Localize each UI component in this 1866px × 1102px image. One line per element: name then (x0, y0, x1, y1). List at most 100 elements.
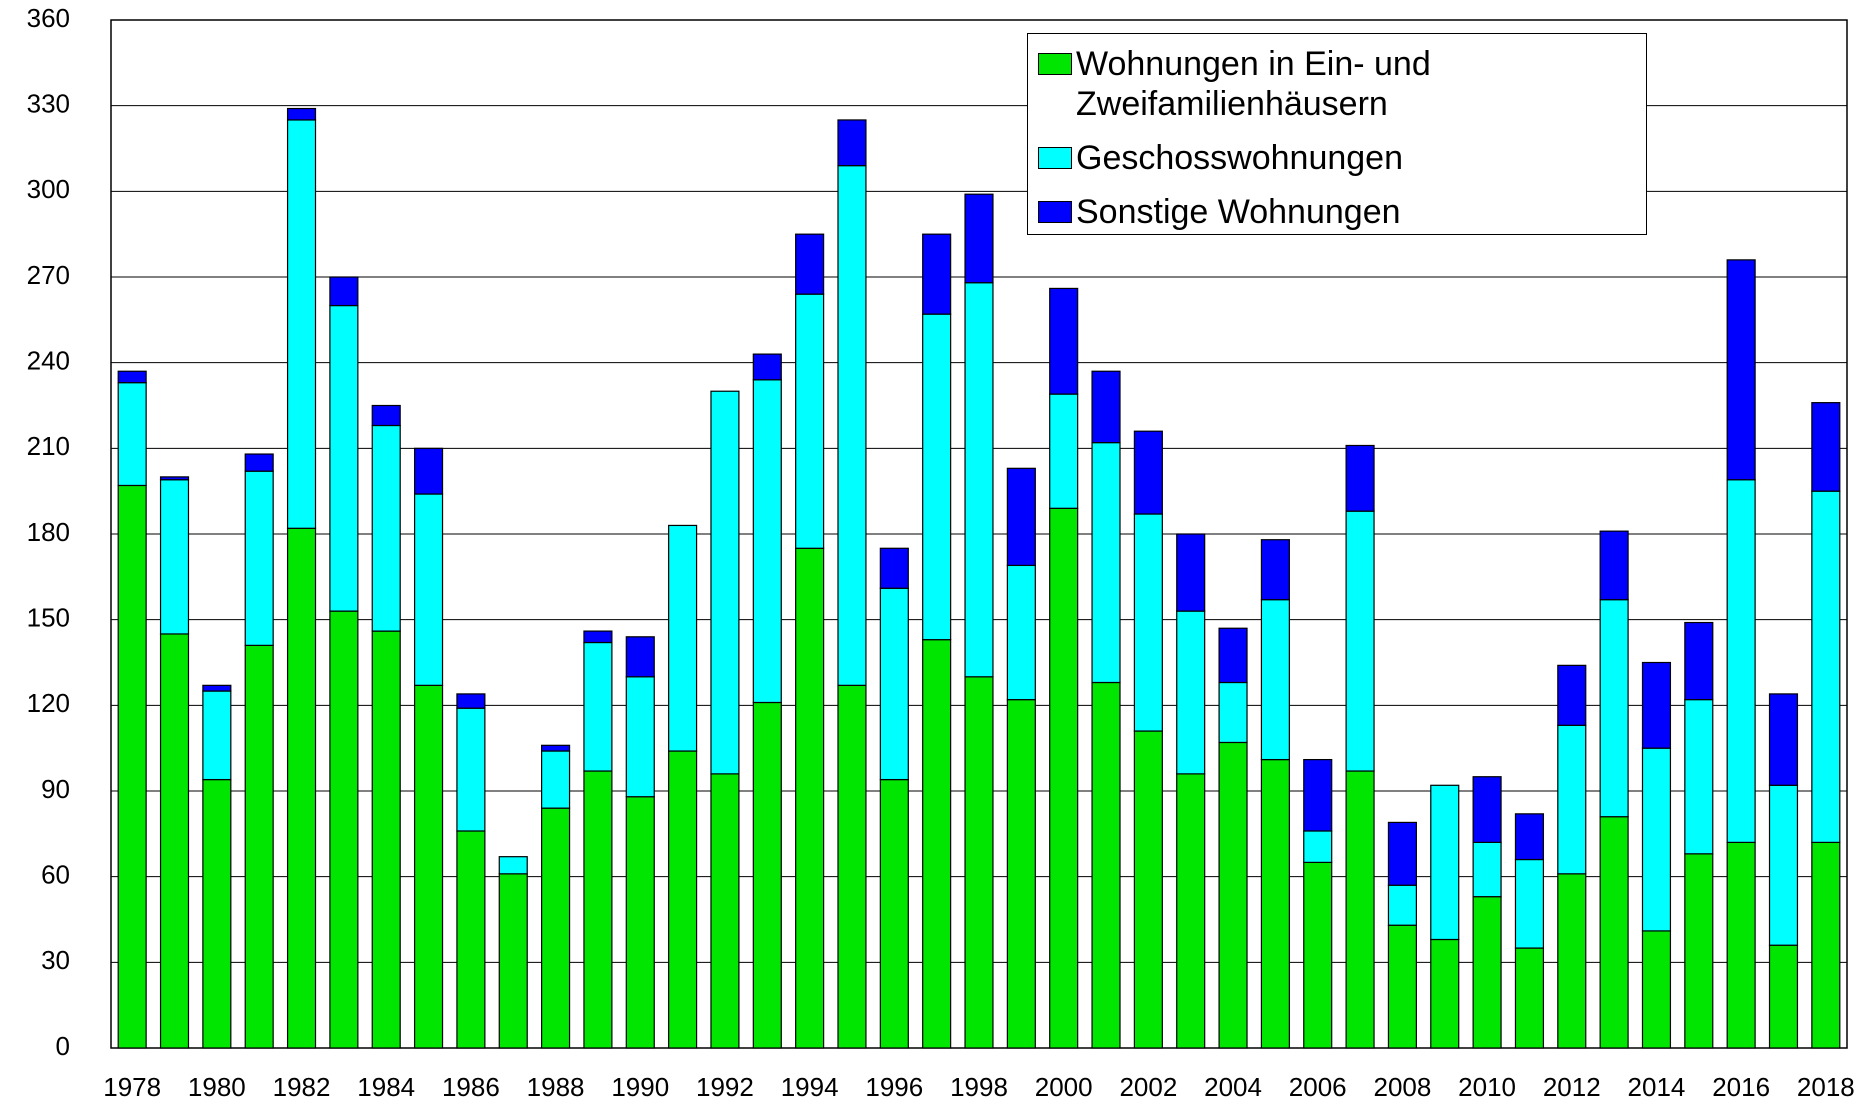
bar-segment (1345, 770, 1375, 1049)
bar-segment (1176, 610, 1206, 775)
x-tick-label: 2014 (1628, 1072, 1686, 1102)
bar-segment (1726, 259, 1756, 481)
bar-segment (879, 778, 909, 1049)
bar-segment (1218, 681, 1248, 744)
x-tick-label: 1982 (273, 1072, 331, 1102)
bar-segment (1599, 599, 1629, 818)
bar-segment (286, 119, 317, 529)
legend-swatch (1038, 53, 1072, 75)
bar-segment (583, 641, 613, 772)
y-tick-label: 0 (56, 1031, 70, 1061)
legend-item: Wohnungen in Ein- und Zweifamilienhäuser… (1038, 44, 1636, 124)
bar-segment (202, 778, 232, 1049)
bar-segment (625, 796, 655, 1049)
bar-segment (1260, 758, 1290, 1049)
bar-segment (1260, 539, 1290, 601)
x-tick-label: 1978 (103, 1072, 161, 1102)
bar-segment (795, 293, 825, 549)
bar-segment (1133, 730, 1163, 1049)
bar-segment (1726, 479, 1756, 843)
x-tick-label: 2018 (1797, 1072, 1855, 1102)
x-tick-label: 1986 (442, 1072, 500, 1102)
x-tick-label: 2008 (1373, 1072, 1431, 1102)
bar-segment (1091, 681, 1121, 1049)
bar-segment (879, 587, 909, 781)
bar-segment (1684, 853, 1714, 1049)
bar-segment (286, 527, 317, 1049)
bar-segment (117, 382, 147, 487)
bar-segment (1599, 530, 1629, 601)
x-tick-label: 1996 (865, 1072, 923, 1102)
bar-segment (1641, 661, 1672, 749)
x-tick-label: 2016 (1712, 1072, 1770, 1102)
bar-segment (1811, 490, 1841, 843)
bar-segment (1557, 724, 1587, 875)
y-tick-label: 120 (27, 688, 70, 718)
bar-segment (1049, 287, 1079, 395)
bar-segment (1345, 510, 1375, 772)
bar-segment (541, 750, 571, 809)
bar-segment (1726, 841, 1756, 1049)
bar-segment (202, 690, 232, 781)
legend-label: Wohnungen in Ein- und Zweifamilienhäuser… (1076, 45, 1431, 123)
bar-segment (668, 750, 698, 1049)
bar-segment (371, 424, 401, 632)
bar-segment (117, 370, 147, 384)
x-tick-label: 1990 (611, 1072, 669, 1102)
bar-segment (752, 379, 782, 704)
bar-segment (1133, 513, 1163, 732)
bar-segment (1684, 621, 1714, 701)
bar-segment (752, 353, 782, 381)
bar-segment (922, 233, 952, 315)
x-tick-label: 2000 (1035, 1072, 1093, 1102)
bar-segment (1303, 758, 1333, 832)
bar-segment (117, 484, 147, 1049)
legend-label: Sonstige Wohnungen (1076, 193, 1401, 231)
bar-segment (1684, 699, 1714, 855)
bar-segment (1514, 947, 1545, 1049)
bar-segment (1472, 896, 1502, 1049)
x-tick-label: 1994 (781, 1072, 839, 1102)
bar-segment (244, 453, 274, 472)
legend-item: Geschosswohnungen (1038, 138, 1636, 178)
bar-segment (286, 107, 317, 121)
bar-segment (752, 701, 782, 1049)
bar-segment (1260, 599, 1290, 761)
x-tick-label: 2004 (1204, 1072, 1262, 1102)
y-tick-label: 270 (27, 260, 70, 290)
bar-segment (837, 165, 867, 686)
y-tick-label: 210 (27, 431, 70, 461)
bar-segment (795, 233, 825, 295)
bar-segment (1472, 841, 1502, 898)
bar-segment (202, 684, 232, 692)
bar-segment (1811, 402, 1841, 492)
x-tick-label: 1984 (357, 1072, 415, 1102)
bar-segment (413, 684, 444, 1049)
bar-segment (879, 547, 909, 589)
y-tick-label: 150 (27, 603, 70, 633)
bar-segment (625, 676, 655, 798)
bar-segment (1557, 873, 1587, 1049)
bar-segment (964, 282, 994, 678)
bar-segment (1599, 816, 1629, 1049)
bar-segment (1811, 841, 1841, 1049)
bar-segment (964, 676, 994, 1049)
x-tick-label: 2012 (1543, 1072, 1601, 1102)
bar-segment (668, 524, 698, 752)
y-tick-label: 240 (27, 346, 70, 376)
bar-segment (456, 830, 486, 1049)
bar-segment (1641, 747, 1672, 932)
bar-segment (1768, 944, 1799, 1049)
x-tick-label: 2002 (1119, 1072, 1177, 1102)
bar-segment (1218, 627, 1248, 684)
bar-segment (413, 447, 444, 495)
bar-segment (1430, 938, 1460, 1049)
bar-segment (1430, 784, 1460, 941)
bar-segment (837, 684, 867, 1049)
x-tick-label: 2006 (1289, 1072, 1347, 1102)
bar-segment (1303, 861, 1333, 1049)
x-tick-label: 1992 (696, 1072, 754, 1102)
bar-segment (1514, 858, 1545, 949)
